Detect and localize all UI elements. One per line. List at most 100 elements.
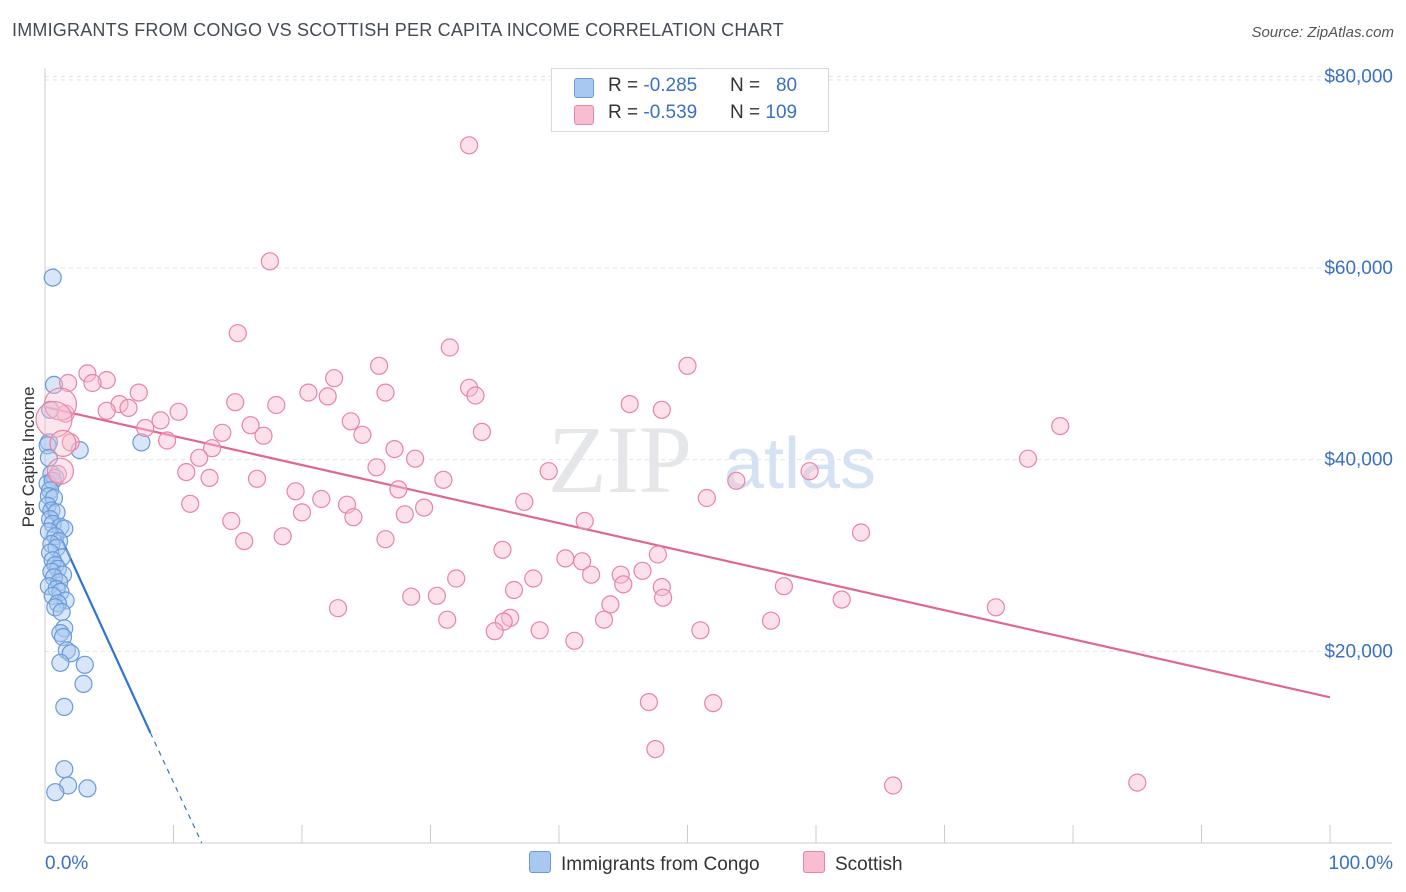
data-point xyxy=(190,448,209,467)
trend-line-scottish xyxy=(44,405,1331,699)
data-point xyxy=(254,426,273,445)
data-point xyxy=(247,469,267,488)
data-point xyxy=(74,674,93,694)
data-point xyxy=(132,433,151,452)
data-point xyxy=(652,400,671,419)
trend-line-congo-extrapolated xyxy=(149,732,203,844)
data-point xyxy=(58,373,78,393)
y-tick-label: $40,000 xyxy=(1324,450,1393,471)
data-point xyxy=(48,464,68,484)
r-value-scottish: -0.539 xyxy=(643,102,698,123)
tick-labels: $20,000 $40,000 $60,000 $80,000 0.0% 100.0% xyxy=(45,66,1393,874)
data-point xyxy=(434,470,453,489)
data-point xyxy=(515,492,534,511)
data-point xyxy=(43,268,62,287)
bottom-label-congo: Immigrants from Congo xyxy=(561,854,760,875)
data-point xyxy=(447,569,466,588)
data-point xyxy=(614,575,633,594)
data-point xyxy=(648,545,668,564)
data-point xyxy=(318,387,337,406)
correlation-legend: R = -0.285 N = 80 R = -0.539 N = 109 xyxy=(551,68,829,132)
data-point xyxy=(53,627,73,647)
y-tick-label: $80,000 xyxy=(1324,66,1393,87)
data-point xyxy=(620,395,639,414)
data-point xyxy=(402,587,421,606)
data-point xyxy=(241,416,260,435)
data-point xyxy=(761,611,781,630)
data-point xyxy=(678,356,697,375)
data-point xyxy=(328,599,348,618)
data-point xyxy=(181,494,200,513)
data-point xyxy=(213,423,232,442)
data-point xyxy=(52,602,71,622)
data-point xyxy=(1018,449,1038,468)
source-label: Source: ZipAtlas.com xyxy=(1251,24,1394,41)
data-point xyxy=(493,540,512,559)
data-point xyxy=(325,369,344,388)
data-point xyxy=(851,523,871,542)
data-point xyxy=(639,692,659,712)
data-point xyxy=(727,471,746,490)
y-tick-label: $20,000 xyxy=(1324,641,1393,662)
data-point xyxy=(472,422,491,441)
data-point xyxy=(341,412,360,431)
data-point xyxy=(565,631,584,650)
data-point xyxy=(370,356,389,375)
data-point xyxy=(883,776,903,795)
data-points xyxy=(35,136,1147,802)
data-point xyxy=(299,383,318,402)
data-point xyxy=(55,760,74,779)
data-point xyxy=(1128,773,1147,792)
bottom-legend-congo: Immigrants from Congo xyxy=(529,851,760,876)
data-point xyxy=(376,383,395,402)
legend-swatch-congo xyxy=(574,78,594,98)
legend-swatch-scottish xyxy=(574,105,594,125)
data-point xyxy=(633,561,652,580)
data-point xyxy=(46,457,75,485)
data-point xyxy=(200,468,219,487)
data-point xyxy=(83,373,102,393)
data-point xyxy=(203,439,222,458)
data-point xyxy=(395,505,414,524)
data-point xyxy=(267,395,286,415)
data-point xyxy=(530,621,549,640)
data-point xyxy=(575,511,594,531)
data-point xyxy=(260,252,279,271)
data-point xyxy=(228,324,247,343)
data-point xyxy=(572,552,592,571)
data-point xyxy=(376,530,395,549)
data-point xyxy=(406,449,425,468)
n-value-scottish: 109 xyxy=(765,102,798,123)
data-point xyxy=(151,411,170,430)
data-point xyxy=(119,398,138,417)
n-value-congo: 80 xyxy=(775,75,798,96)
data-point xyxy=(44,375,64,394)
data-point xyxy=(986,598,1006,617)
data-point xyxy=(49,429,77,457)
data-point xyxy=(385,440,404,459)
data-point xyxy=(177,463,196,482)
data-point xyxy=(129,383,148,402)
data-point xyxy=(136,418,155,438)
data-point xyxy=(504,580,524,600)
data-point xyxy=(832,590,851,609)
data-point xyxy=(286,482,305,501)
bottom-legend-scottish: Scottish xyxy=(803,851,903,876)
data-point xyxy=(75,655,94,674)
x-tick-label-min: 0.0% xyxy=(45,853,88,874)
bottom-swatch-scottish xyxy=(803,851,825,873)
data-point xyxy=(35,400,73,439)
data-point xyxy=(427,586,446,605)
data-point xyxy=(691,621,710,640)
data-point xyxy=(158,431,177,450)
bottom-label-scottish: Scottish xyxy=(835,854,903,875)
data-point xyxy=(440,338,459,357)
data-point xyxy=(601,595,620,614)
data-point xyxy=(539,462,558,481)
data-point xyxy=(704,693,723,713)
data-point xyxy=(389,480,408,499)
data-point xyxy=(653,588,673,607)
data-point xyxy=(235,531,254,551)
data-point xyxy=(466,386,485,405)
